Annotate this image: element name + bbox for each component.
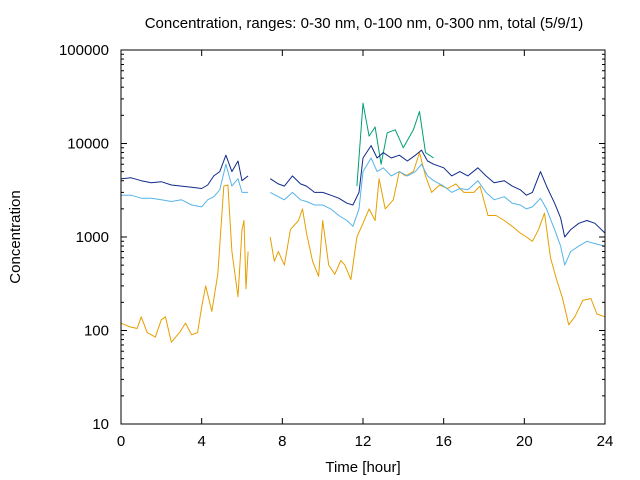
series-line-3	[120, 145, 606, 238]
plot-frame	[120, 49, 606, 425]
x-tick-label: 8	[278, 433, 286, 450]
series-layer	[120, 102, 606, 343]
y-tick-label: 100000	[59, 42, 109, 59]
y-tick-label: 10	[92, 416, 109, 433]
x-tick-label: 16	[435, 433, 452, 450]
chart-title: Concentration, ranges: 0-30 nm, 0-100 nm…	[145, 15, 584, 32]
series-line-1	[121, 157, 606, 266]
tick-layer: 0 4 8 12 16 20 24 10 100 1000 10000 100000	[59, 42, 613, 450]
y-tick-label: 1000	[76, 229, 109, 246]
y-tick-label: 100	[84, 323, 109, 340]
y-tick-label: 10000	[67, 136, 109, 153]
x-tick-label: 24	[597, 433, 614, 450]
x-axis-label: Time [hour]	[325, 459, 400, 476]
x-tick-label: 12	[355, 433, 372, 450]
y-axis-label: Concentration	[7, 190, 24, 283]
series-line-0	[120, 152, 606, 343]
x-tick-label: 0	[117, 433, 125, 450]
series-line-2	[356, 102, 434, 187]
x-tick-label: 20	[516, 433, 533, 450]
x-tick-label: 4	[197, 433, 205, 450]
